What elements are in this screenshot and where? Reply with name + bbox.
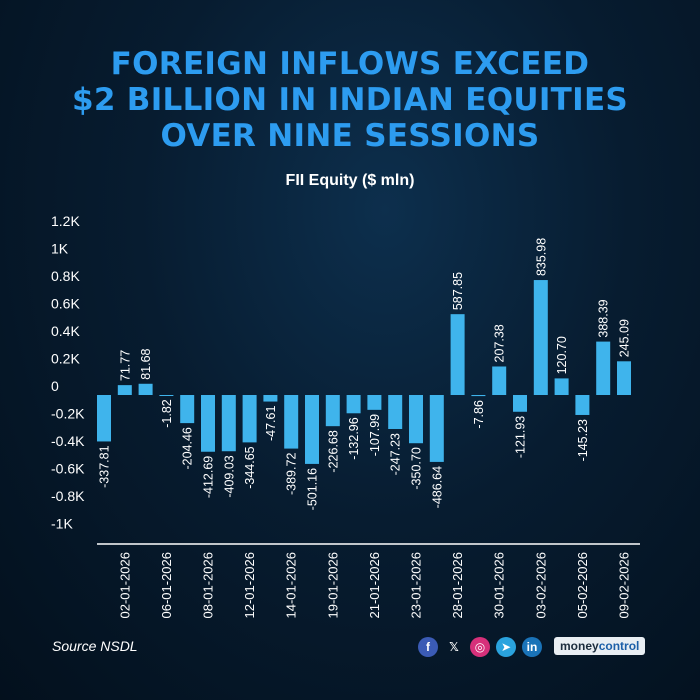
x-icon[interactable]: 𝕏 <box>449 640 459 654</box>
bar <box>97 395 111 442</box>
bar <box>201 395 215 452</box>
value-label: -107.99 <box>368 414 382 456</box>
logo-accent: control <box>598 639 640 653</box>
y-tick-label: 1.2K <box>51 213 80 229</box>
y-tick-label: 0.8K <box>51 268 80 284</box>
x-tick-label: 05-02-2026 <box>575 552 590 619</box>
value-label: -337.81 <box>98 445 112 487</box>
x-tick-label: 06-01-2026 <box>159 552 174 619</box>
x-tick-label: 21-01-2026 <box>367 552 382 619</box>
value-label: -409.03 <box>222 455 236 497</box>
bar <box>450 314 465 395</box>
value-label: -350.70 <box>410 447 424 489</box>
telegram-icon[interactable]: ➤ <box>496 637 516 657</box>
headline: FOREIGN INFLOWS EXCEED $2 BILLION IN IND… <box>0 46 700 154</box>
chart-title: FII Equity ($ mln) <box>285 172 415 189</box>
y-tick-label: 0 <box>51 378 59 394</box>
bar <box>346 395 361 414</box>
value-label: 388.39 <box>597 299 611 337</box>
value-label: -344.65 <box>243 446 257 488</box>
bar <box>305 395 319 464</box>
bar <box>409 395 423 444</box>
value-label: 207.38 <box>493 324 507 362</box>
headline-line-1: FOREIGN INFLOWS EXCEED <box>110 46 590 82</box>
bar <box>554 378 569 395</box>
value-label: -47.61 <box>264 406 278 441</box>
value-label: -226.68 <box>326 430 340 472</box>
y-tick-label: 0.2K <box>51 351 80 367</box>
value-label: 835.98 <box>534 238 548 276</box>
facebook-icon[interactable]: f <box>418 637 438 657</box>
x-tick-label: 23-01-2026 <box>409 552 424 619</box>
bar <box>492 366 507 395</box>
y-tick-label: 1K <box>51 241 69 257</box>
y-tick-label: -0.6K <box>51 461 85 477</box>
headline-line-3: OVER NINE SESSIONS <box>160 118 540 154</box>
bar <box>575 395 590 415</box>
bar <box>263 395 278 402</box>
bar <box>221 395 236 452</box>
y-tick-label: 0.4K <box>51 323 80 339</box>
value-label: -121.93 <box>514 416 528 458</box>
bar <box>159 395 174 396</box>
value-label: -389.72 <box>285 453 299 495</box>
y-tick-label: -0.2K <box>51 406 85 422</box>
headline-line-2: $2 BILLION IN INDIAN EQUITIES <box>71 82 629 118</box>
x-tick-label: 30-01-2026 <box>492 552 507 619</box>
bar <box>367 395 382 410</box>
bar <box>596 341 611 395</box>
value-label: -7.86 <box>472 400 486 429</box>
bar <box>325 395 340 427</box>
x-tick-label: 03-02-2026 <box>533 552 548 619</box>
instagram-icon[interactable]: ◎ <box>470 637 490 657</box>
value-label: 71.77 <box>118 350 132 381</box>
bar <box>242 395 257 443</box>
bar <box>180 395 195 424</box>
social-icons: f 𝕏 ◎ ➤ in <box>418 637 542 657</box>
value-label: -204.46 <box>181 427 195 469</box>
value-label: 120.70 <box>555 336 569 374</box>
bar <box>138 383 153 395</box>
bar <box>533 280 548 395</box>
value-label: -247.23 <box>389 433 403 475</box>
value-label: -501.16 <box>306 468 320 510</box>
value-label: -132.96 <box>347 417 361 459</box>
x-tick-label: 09-02-2026 <box>617 552 632 619</box>
y-tick-label: -1K <box>51 516 73 532</box>
value-label: 587.85 <box>451 272 465 310</box>
value-label: 245.09 <box>618 319 632 357</box>
x-tick-label: 12-01-2026 <box>242 552 257 619</box>
bar <box>388 395 403 429</box>
x-tick-label: 19-01-2026 <box>325 552 340 619</box>
bar <box>471 395 486 397</box>
value-label: -1.82 <box>160 399 174 428</box>
moneycontrol-logo: moneycontrol <box>554 637 646 655</box>
value-label: -486.64 <box>430 466 444 508</box>
bar <box>429 395 444 462</box>
value-label: 81.68 <box>139 348 153 379</box>
y-tick-label: -0.8K <box>51 488 85 504</box>
bar <box>513 395 527 412</box>
x-tick-label: 28-01-2026 <box>450 552 465 619</box>
linkedin-icon[interactable]: in <box>522 637 542 657</box>
y-tick-label: 0.6K <box>51 296 80 312</box>
logo-main: money <box>560 639 599 653</box>
value-label: -412.69 <box>202 456 216 498</box>
x-tick-label: 08-01-2026 <box>201 552 216 619</box>
bar <box>617 361 631 395</box>
bar <box>117 385 132 395</box>
source-note: Source NSDL <box>52 638 138 654</box>
x-tick-label: 14-01-2026 <box>284 552 299 619</box>
y-tick-label: -0.4K <box>51 433 85 449</box>
value-label: -145.23 <box>576 419 590 461</box>
x-tick-label: 02-01-2026 <box>117 552 132 619</box>
bar <box>284 395 299 449</box>
